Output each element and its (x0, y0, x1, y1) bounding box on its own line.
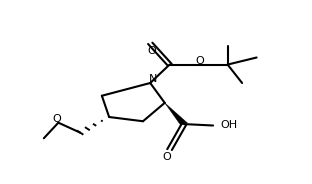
Text: N: N (149, 75, 157, 84)
Text: O: O (53, 114, 61, 124)
Text: O: O (147, 46, 156, 56)
Polygon shape (165, 103, 188, 125)
Text: OH: OH (220, 120, 237, 130)
Text: O: O (163, 152, 172, 162)
Text: O: O (195, 56, 204, 66)
